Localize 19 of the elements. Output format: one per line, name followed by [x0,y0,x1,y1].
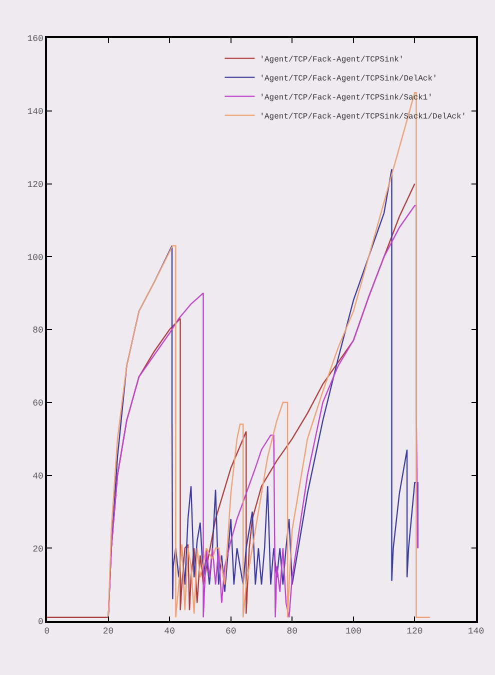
y-tick-label: 140 [27,107,44,118]
y-tick-label: 120 [27,180,44,190]
x-tick-label: 140 [468,626,484,637]
x-tick-label: 0 [44,626,50,637]
legend-label: 'Agent/TCP/Fack-Agent/TCPSink' [260,55,404,64]
y-tick-label: 80 [32,326,44,336]
x-tick-label: 60 [225,626,236,637]
x-tick-label: 80 [286,626,298,637]
y-tick-label: 100 [27,252,44,263]
y-tick-label: 40 [32,471,44,482]
y-tick-label: 20 [32,544,44,554]
y-tick-label: 0 [38,617,44,628]
x-tick-label: 20 [102,626,114,637]
y-tick-label: 60 [32,398,44,409]
x-tick-label: 100 [345,626,362,637]
y-tick-label: 160 [27,34,44,44]
x-tick-label: 40 [164,626,175,637]
legend-label: 'Agent/TCP/Fack-Agent/TCPSink/DelAck' [260,74,438,84]
x-tick-label: 120 [406,626,423,637]
